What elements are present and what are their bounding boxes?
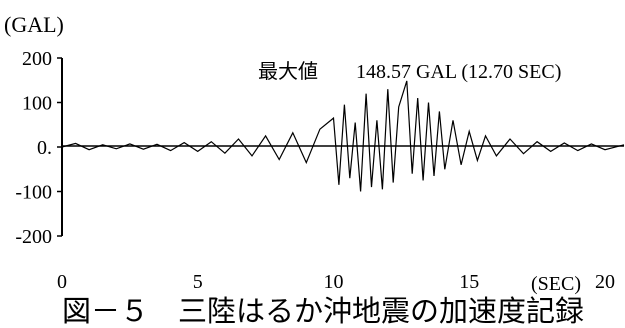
y-tick-label: 200: [22, 48, 52, 70]
y-tick-label: 100: [22, 93, 52, 115]
x-axis: 0 5 10 15 20: [57, 271, 615, 293]
y-axis: 200 100 0. -100 -200: [15, 48, 62, 248]
annotation-value: 148.57 GAL (12.70 SEC): [356, 61, 561, 83]
figure-caption: 図－５ 三陸はるか沖地震の加速度記録: [62, 294, 584, 328]
y-axis-unit-label: (GAL): [4, 12, 64, 37]
x-tick-label: 0: [57, 271, 67, 293]
x-tick-label: 10: [323, 271, 343, 293]
annotation-label: 最大値: [258, 59, 318, 83]
x-tick-label: 20: [595, 271, 615, 293]
x-tick-label: 5: [193, 271, 203, 293]
y-tick-label: -200: [15, 226, 52, 248]
y-tick-label: -100: [15, 182, 52, 204]
acceleration-trace: [61, 80, 625, 192]
x-axis-unit-label: (SEC): [531, 273, 581, 295]
y-tick-label: 0.: [37, 137, 52, 159]
x-tick-label: 15: [459, 271, 479, 293]
